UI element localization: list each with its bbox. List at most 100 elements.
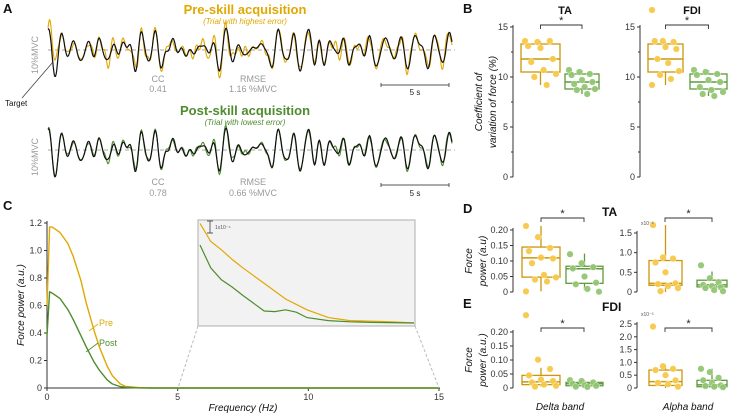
- e-alpha-pre-data-point: [669, 365, 677, 373]
- b-ta-post-data-point: [573, 86, 581, 94]
- b-fdi-significance-star: *: [685, 15, 690, 27]
- e-alpha-post-data-point: [697, 365, 705, 373]
- panel-label-c: C: [3, 198, 13, 213]
- panel-label-a: A: [3, 1, 13, 16]
- b-fdi-pre-data-point: [672, 45, 680, 53]
- e-alpha-pre-data-point: [652, 366, 660, 374]
- c-y-tick-label: 0.2: [29, 356, 42, 366]
- d-delta-post-data-point: [583, 285, 591, 293]
- c-y-tick-label: 0: [37, 383, 42, 393]
- b-ylabel-line1: Coefficient of: [474, 72, 485, 132]
- d-alpha-post-data-point: [701, 284, 709, 292]
- b-fdi-pre-data-point: [662, 43, 670, 51]
- d-alpha-pre-data-point: [669, 255, 677, 263]
- b-ta-post-data-point: [591, 85, 599, 93]
- b-fdi-y-tick-label: 5: [630, 122, 635, 132]
- b-ta-pre-data-point: [546, 37, 554, 45]
- d-delta-pre-data-point: [552, 273, 560, 281]
- e-alpha-multiplier: x10⁻³: [641, 312, 654, 318]
- c-x-tick-label: 15: [434, 392, 444, 402]
- c-inset-series-post: [199, 244, 415, 324]
- b-fdi-post-data-point: [702, 68, 710, 76]
- d-delta-pre-data-point: [525, 247, 533, 255]
- d-alpha-post-data-point: [710, 286, 718, 294]
- b-ta-y-tick-label: 15: [498, 22, 508, 32]
- scale-bar-label-post: 5 s: [410, 189, 421, 198]
- c-y-axis-label: Force power (a.u.): [16, 264, 27, 346]
- d-ylabel-line2: power (a.u): [478, 236, 489, 288]
- b-fdi-post-data-point: [696, 83, 704, 91]
- d-delta-post-data-point: [572, 280, 580, 288]
- d-delta-y-tick-label: 0.20: [490, 225, 508, 235]
- scale-bar-post: [380, 183, 450, 187]
- e-delta-significance-bracket: [540, 327, 585, 332]
- e-delta-pre-data-point: [552, 382, 560, 390]
- e-delta-pre-data-point: [546, 365, 554, 373]
- panel-label-e: E: [463, 296, 472, 311]
- c-legend-post-pointer: [85, 342, 99, 353]
- pre-force-trace: [47, 18, 453, 79]
- d-delta-post-data-point: [569, 264, 577, 272]
- b-ta-pre-data-point: [527, 58, 535, 66]
- b-fdi-pre-data-point: [656, 71, 664, 79]
- b-ta-pre-data-point: [524, 42, 532, 50]
- d-delta-pre-data-point: [522, 222, 530, 230]
- d-delta-pre-data-point: [546, 244, 554, 252]
- b-ta-significance-star: *: [559, 15, 564, 27]
- c-y-tick-label: 0.4: [29, 328, 42, 338]
- d-alpha-y-tick-label: 0: [627, 287, 632, 297]
- d-alpha-post-data-point: [706, 274, 714, 282]
- e-delta-y-tick-label: 0.10: [490, 355, 508, 365]
- b-ta-post-data-point: [583, 90, 591, 98]
- e-delta-pre-data-point: [531, 383, 539, 391]
- d-delta-pre-data-point: [543, 278, 551, 286]
- target-pointer-line: [21, 61, 54, 99]
- ylabel-10-mvc-post: 10%MVC: [30, 137, 40, 176]
- post-target-trace: [47, 127, 453, 178]
- d-alpha-significance-star: *: [686, 208, 691, 220]
- c-legend-pre: Pre: [99, 318, 113, 328]
- b-ylabel-line2: variation of force (%): [488, 56, 499, 148]
- d-alpha-y-tick-label: 1.0: [619, 248, 632, 258]
- b-fdi-post-data-point: [713, 70, 721, 78]
- d-delta-y-tick-label: 0.10: [490, 256, 508, 266]
- pre-title: Pre-skill acquisition: [184, 2, 307, 17]
- d-delta-y-tick-label: 0.15: [490, 241, 508, 251]
- e-delta-y-tick-label: 0.15: [490, 341, 508, 351]
- b-ta-y-tick-label: 10: [498, 72, 508, 82]
- c-y-tick-label: 0.8: [29, 273, 42, 283]
- d-muscle-title: TA: [602, 205, 617, 219]
- e-alpha-pre-data-point: [649, 323, 657, 331]
- d-alpha-pre-data-point: [654, 280, 662, 288]
- b-ta-post-data-point: [578, 76, 586, 84]
- e-alpha-pre-data-point: [674, 383, 682, 391]
- c-inset-panel: [197, 219, 416, 327]
- d-delta-post-data-point: [589, 263, 597, 271]
- target-label: Target: [5, 99, 28, 108]
- b-ta-pre-data-point: [530, 73, 538, 81]
- e-alpha-post-data-point: [710, 383, 718, 391]
- b-ta-title: TA: [558, 5, 572, 17]
- post-cc-label: CC: [152, 177, 165, 187]
- scale-bar-label-pre: 5 s: [410, 88, 421, 97]
- e-delta-y-tick-label: 0.05: [490, 369, 508, 379]
- c-y-tick-label: 0.6: [29, 301, 42, 311]
- c-x-tick-label: 5: [175, 392, 180, 402]
- e-alpha-post-data-point: [706, 368, 714, 376]
- c-series-post: [46, 291, 439, 389]
- b-ta-pre-data-point: [552, 70, 560, 78]
- e-ylabel-line2: power (a.u.): [478, 333, 489, 387]
- d-delta-pre-data-point: [522, 287, 530, 295]
- post-rmse-label: RMSE: [240, 177, 266, 187]
- b-fdi-y-tick-label: 10: [625, 72, 635, 82]
- b-fdi-y-tick-label: 0: [630, 172, 635, 182]
- b-ta-pre-data-point: [549, 55, 557, 63]
- b-fdi-pre-data-point: [664, 59, 672, 67]
- b-fdi-pre-data-point: [675, 67, 683, 75]
- d-delta-y-tick-label: 0: [503, 287, 508, 297]
- b-fdi-post-data-point: [716, 78, 724, 86]
- b-fdi-post-data-point: [693, 71, 701, 79]
- d-alpha-y-tick-label: 1.5: [619, 228, 632, 238]
- b-fdi-post-data-point: [710, 92, 718, 100]
